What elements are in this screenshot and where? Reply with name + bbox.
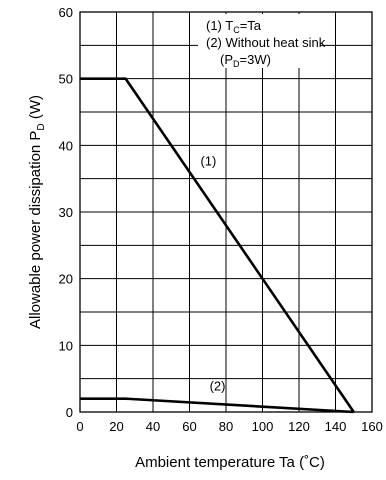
x-tick-label: 20 (109, 419, 123, 434)
y-tick-label: 20 (59, 272, 73, 287)
legend-entry-2-note: (PD=3W) (220, 52, 271, 69)
y-tick-label: 30 (59, 205, 73, 220)
legend-entry-2: (2) Without heat sink (206, 35, 326, 50)
series-label-2: (2) (210, 379, 226, 394)
x-tick-label: 80 (219, 419, 233, 434)
y-axis-title: Allowable power dissipation PD (W) (27, 95, 47, 329)
y-tick-label: 60 (59, 5, 73, 20)
series-line-2 (80, 397, 354, 414)
x-tick-label: 40 (146, 419, 160, 434)
x-tick-label: 100 (252, 419, 274, 434)
x-tick-label: 160 (361, 419, 383, 434)
x-axis-title: Ambient temperature Ta (˚C) (135, 454, 325, 471)
legend-entry-1: (1) TC=Ta (206, 18, 262, 35)
series-label-1: (1) (200, 153, 216, 168)
y-tick-label: 40 (59, 138, 73, 153)
x-tick-label: 60 (182, 419, 196, 434)
x-tick-label: 0 (76, 419, 83, 434)
plot-area-frame (79, 11, 373, 413)
x-tick-label: 120 (288, 419, 310, 434)
legend: (1) TC=Ta (2) Without heat sink (PD=3W) (198, 14, 326, 69)
legend-background (198, 14, 320, 68)
y-tick-label: 50 (59, 72, 73, 87)
y-tick-label: 0 (66, 405, 73, 420)
x-tick-label: 140 (325, 419, 347, 434)
y-tick-label: 10 (59, 338, 73, 353)
series-line-1 (80, 77, 355, 413)
